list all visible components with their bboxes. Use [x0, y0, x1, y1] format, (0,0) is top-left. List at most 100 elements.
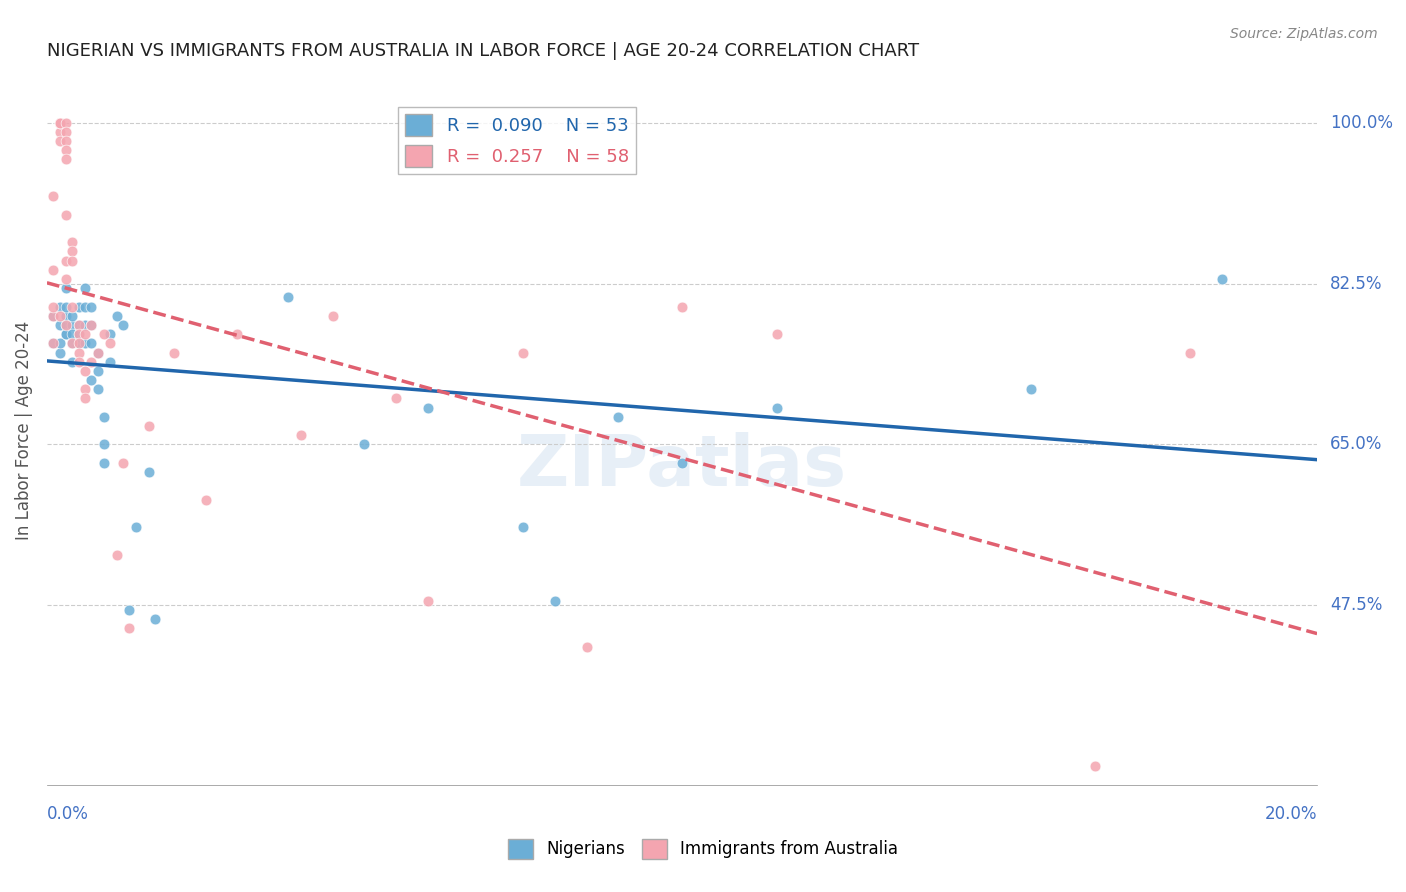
Point: [55, 208, 77, 222]
Point: [60, 244, 83, 259]
Point: [55, 318, 77, 332]
Point: [100, 336, 122, 351]
Point: [48, 115, 70, 129]
Point: [86, 364, 108, 378]
Point: [42, 336, 65, 351]
Point: [100, 327, 122, 342]
Point: [86, 382, 108, 396]
Point: [607, 409, 630, 424]
Point: [93, 327, 115, 342]
Point: [42, 189, 65, 203]
Point: [67, 318, 90, 332]
Point: [67, 318, 90, 332]
Point: [67, 327, 90, 342]
Point: [55, 125, 77, 139]
Point: [48, 345, 70, 359]
Point: [55, 327, 77, 342]
Point: [112, 318, 135, 332]
Point: [290, 428, 312, 442]
Point: [80, 336, 103, 351]
Point: [766, 401, 789, 415]
Point: [93, 409, 115, 424]
Text: Source: ZipAtlas.com: Source: ZipAtlas.com: [1230, 27, 1378, 41]
Point: [73, 392, 96, 406]
Point: [60, 336, 83, 351]
Point: [575, 640, 598, 654]
Point: [163, 345, 186, 359]
Point: [42, 300, 65, 314]
Point: [86, 345, 108, 359]
Point: [42, 262, 65, 277]
Point: [80, 373, 103, 387]
Point: [48, 318, 70, 332]
Point: [67, 336, 90, 351]
Point: [42, 309, 65, 323]
Point: [766, 327, 789, 342]
Point: [80, 318, 103, 332]
Point: [55, 143, 77, 157]
Point: [73, 382, 96, 396]
Point: [60, 253, 83, 268]
Text: 20.0%: 20.0%: [1264, 805, 1317, 823]
Point: [48, 115, 70, 129]
Point: [353, 437, 375, 451]
Point: [67, 345, 90, 359]
Point: [143, 612, 166, 626]
Point: [60, 318, 83, 332]
Text: ZIPatlas: ZIPatlas: [517, 432, 846, 500]
Point: [671, 300, 693, 314]
Point: [67, 336, 90, 351]
Point: [55, 309, 77, 323]
Point: [67, 300, 90, 314]
Point: [73, 364, 96, 378]
Point: [60, 235, 83, 249]
Point: [112, 456, 135, 470]
Point: [125, 520, 148, 534]
Text: 100.0%: 100.0%: [1330, 113, 1393, 132]
Point: [118, 603, 141, 617]
Text: 82.5%: 82.5%: [1330, 275, 1382, 293]
Point: [416, 401, 439, 415]
Point: [73, 336, 96, 351]
Point: [93, 437, 115, 451]
Point: [55, 272, 77, 286]
Text: 65.0%: 65.0%: [1330, 435, 1382, 453]
Point: [73, 300, 96, 314]
Point: [544, 594, 567, 608]
Point: [60, 309, 83, 323]
Point: [60, 327, 83, 342]
Point: [48, 300, 70, 314]
Point: [67, 327, 90, 342]
Point: [226, 327, 249, 342]
Point: [512, 520, 534, 534]
Point: [55, 134, 77, 148]
Point: [73, 318, 96, 332]
Point: [60, 300, 83, 314]
Point: [48, 336, 70, 351]
Point: [55, 318, 77, 332]
Legend: Nigerians, Immigrants from Australia: Nigerians, Immigrants from Australia: [502, 832, 904, 866]
Point: [277, 290, 299, 304]
Text: 47.5%: 47.5%: [1330, 597, 1382, 615]
Point: [138, 465, 160, 479]
Text: 0.0%: 0.0%: [46, 805, 89, 823]
Point: [194, 492, 217, 507]
Point: [67, 354, 90, 368]
Point: [55, 327, 77, 342]
Point: [385, 392, 408, 406]
Point: [80, 300, 103, 314]
Point: [86, 345, 108, 359]
Point: [1178, 345, 1201, 359]
Point: [100, 354, 122, 368]
Legend: R =  0.090    N = 53, R =  0.257    N = 58: R = 0.090 N = 53, R = 0.257 N = 58: [398, 107, 636, 175]
Point: [48, 115, 70, 129]
Point: [60, 336, 83, 351]
Point: [73, 281, 96, 295]
Point: [138, 419, 160, 434]
Point: [42, 336, 65, 351]
Point: [1084, 759, 1107, 773]
Point: [118, 621, 141, 635]
Point: [80, 354, 103, 368]
Point: [42, 309, 65, 323]
Point: [55, 253, 77, 268]
